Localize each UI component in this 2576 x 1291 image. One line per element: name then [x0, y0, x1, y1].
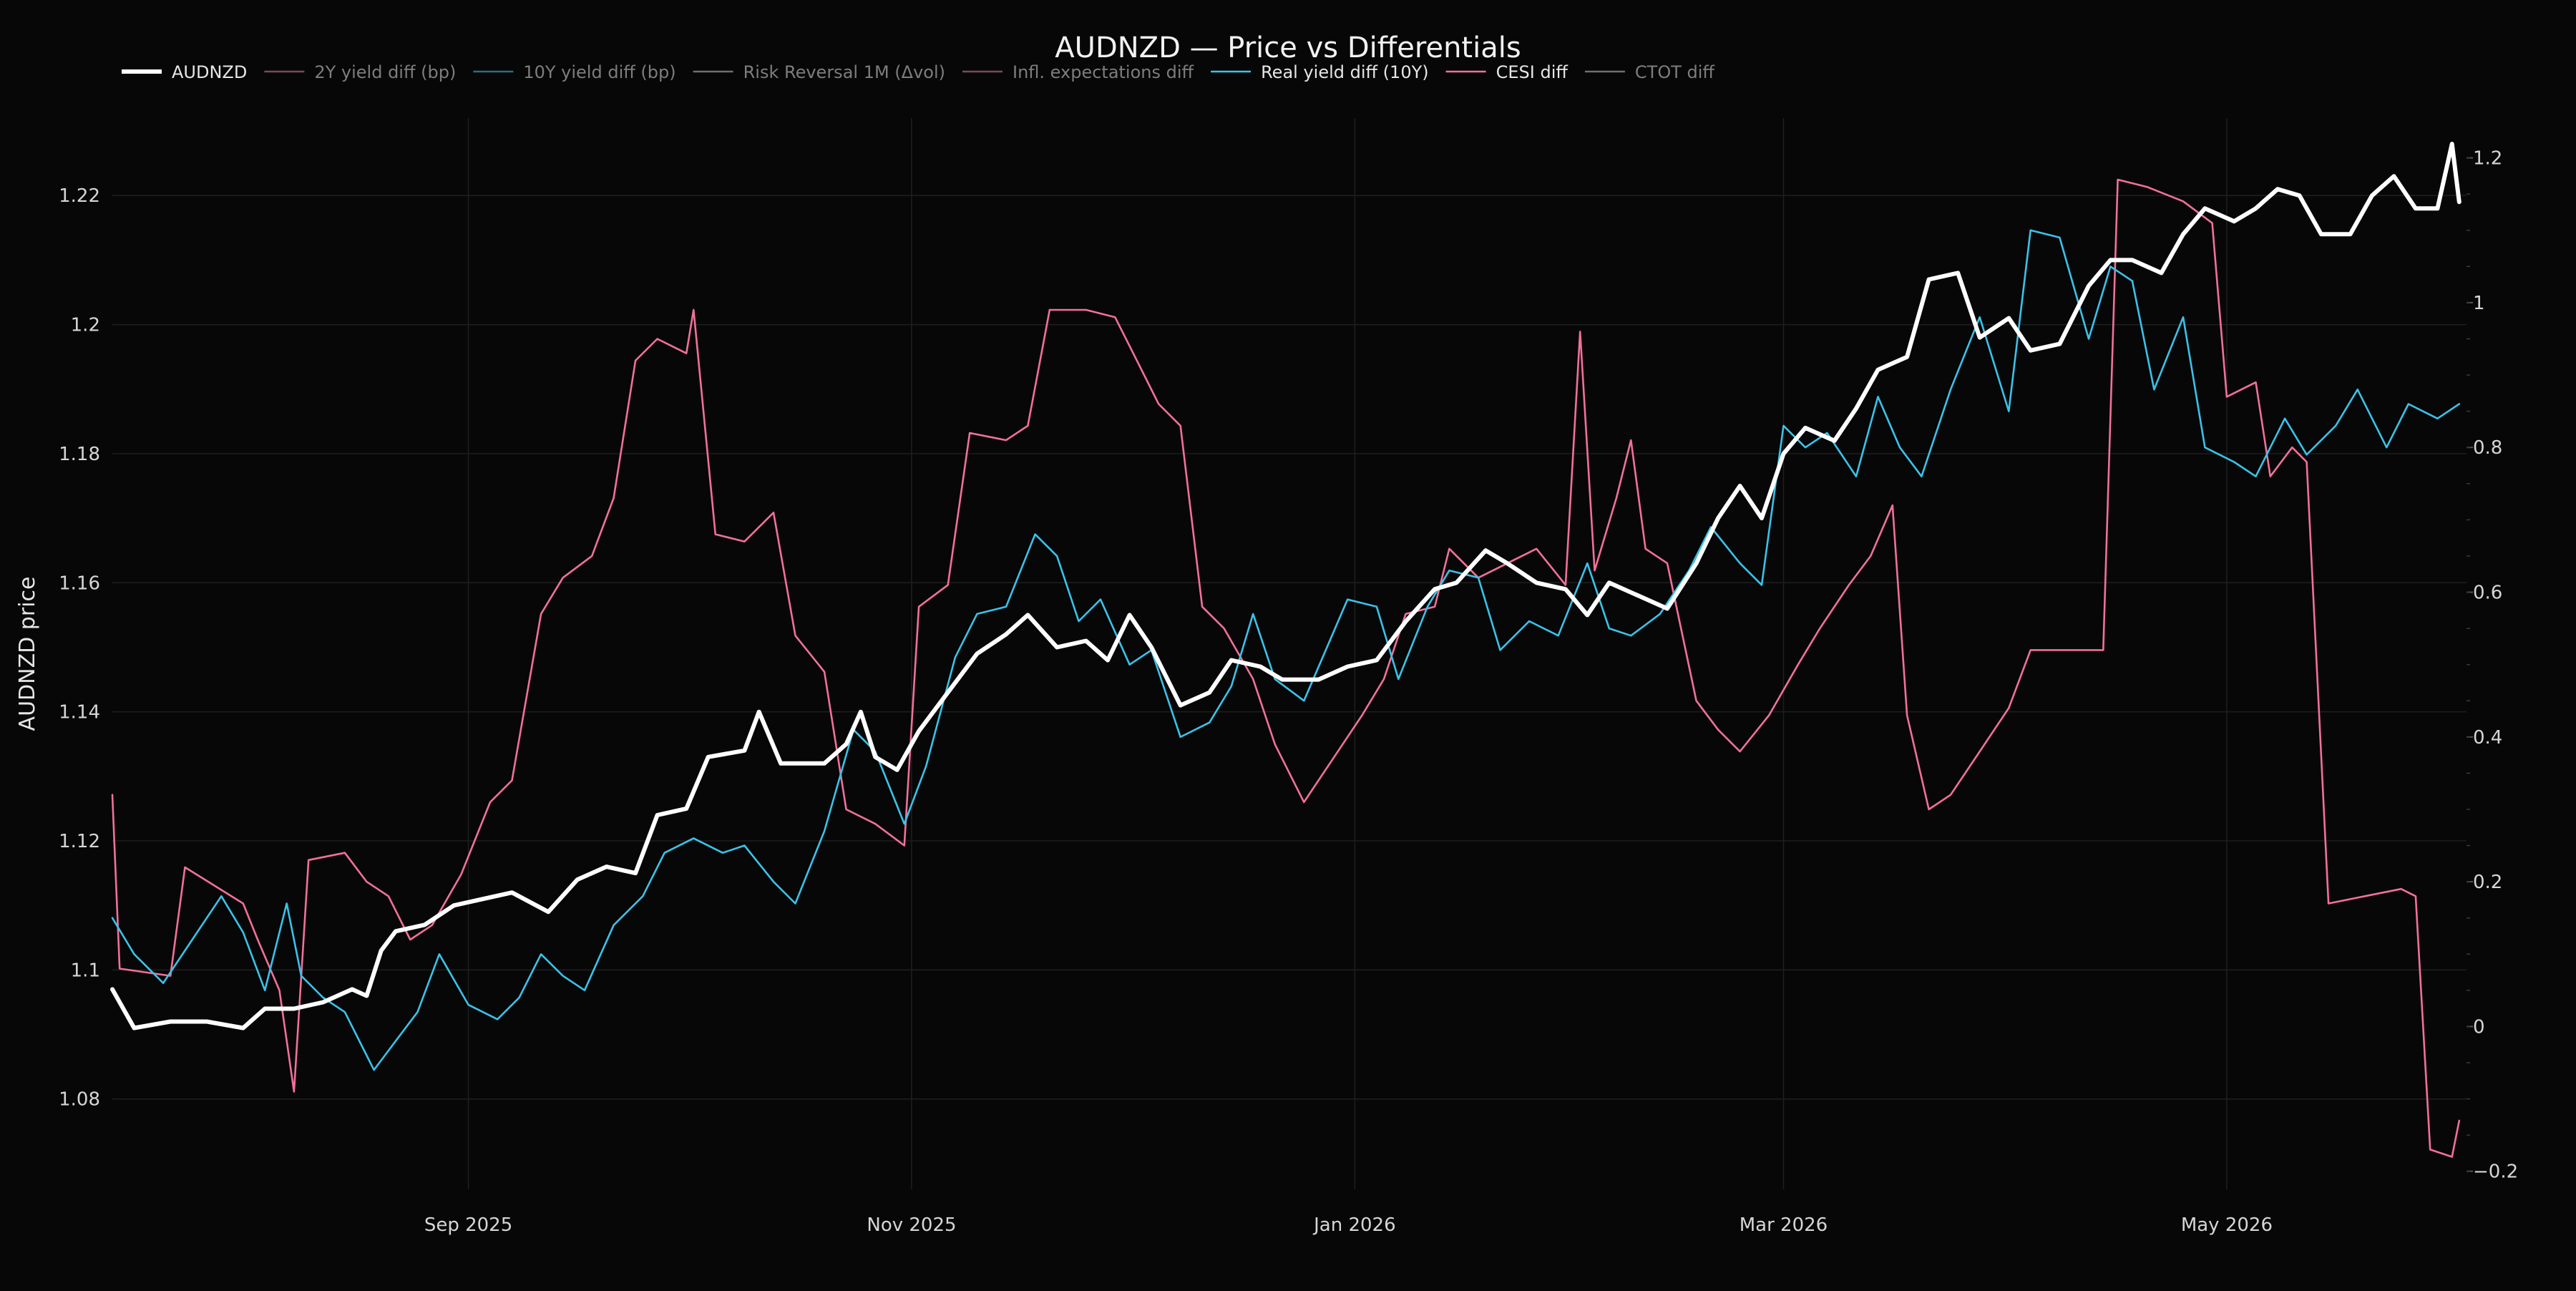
legend-label: Real yield diff (10Y) — [1261, 62, 1429, 82]
legend-label: 2Y yield diff (bp) — [314, 62, 456, 82]
y-tick-label-left: 1.2 — [71, 315, 100, 336]
legend-item-2y-yield-diff-bp[interactable]: 2Y yield diff (bp) — [264, 62, 456, 82]
y-tick-label-right: 0.2 — [2473, 872, 2502, 893]
y-tick-label-right: 0.6 — [2473, 583, 2502, 604]
legend-label: Risk Reversal 1M (Δvol) — [743, 62, 945, 82]
chart-title: AUDNZD — Price vs Differentials — [1055, 31, 1521, 64]
chart-legend[interactable]: AUDNZD 2Y yield diff (bp) 10Y yield diff (… — [122, 62, 1714, 82]
series-layer — [110, 142, 2462, 1158]
y-tick-label-left: 1.12 — [59, 831, 100, 852]
y-tick-label-left: 1.08 — [59, 1089, 100, 1111]
grid-lines — [112, 118, 2467, 1189]
y-axis-label: AUDNZD price — [15, 577, 40, 731]
y-tick-label-left: 1.14 — [59, 702, 100, 724]
legend-label: Infl. expectations diff — [1013, 62, 1194, 82]
y-tick-label-left: 1.18 — [59, 444, 100, 465]
legend-label: CTOT diff — [1635, 62, 1715, 82]
y-tick-label-right: 0 — [2473, 1016, 2485, 1038]
legend-item-ctot-diff[interactable]: CTOT diff — [1584, 62, 1715, 82]
y-tick-label-right: 1.2 — [2473, 148, 2502, 170]
axes: 1.08 1.1 1.12 1.14 1.16 1.18 1.2 1.22 −0.2 0 0.2 0.… — [15, 148, 2518, 1236]
x-tick-label: May 2026 — [2181, 1214, 2273, 1236]
legend-item-risk-reversal-1m-vol[interactable]: Risk Reversal 1M (Δvol) — [693, 62, 945, 82]
legend-item-audnzd[interactable]: AUDNZD — [122, 62, 247, 82]
series-line-cesi-diff — [111, 178, 2461, 1158]
series-line-audnzd — [110, 142, 2462, 1031]
y-tick-label-left: 1.22 — [59, 185, 100, 207]
legend-item-infl-expectations-diff[interactable]: Infl. expectations diff — [962, 62, 1194, 82]
legend-item-cesi-diff[interactable]: CESI diff — [1445, 62, 1568, 82]
series-line-real-yield-diff-10y — [111, 229, 2461, 1071]
legend-label: AUDNZD — [172, 62, 247, 82]
legend-label: CESI diff — [1496, 62, 1568, 82]
x-tick-label: Sep 2025 — [424, 1214, 512, 1236]
y-tick-label-left: 1.1 — [71, 960, 100, 981]
y-tick-label-left: 1.16 — [59, 573, 100, 594]
y-tick-label-right: 0.4 — [2473, 727, 2502, 749]
legend-label: 10Y yield diff (bp) — [523, 62, 675, 82]
x-tick-label: Mar 2026 — [1740, 1214, 1828, 1236]
y-tick-label-right: 1 — [2473, 293, 2485, 314]
legend-item-10y-yield-diff-bp[interactable]: 10Y yield diff (bp) — [473, 62, 676, 82]
x-tick-label: Jan 2026 — [1312, 1214, 1396, 1236]
legend-item-real-yield-diff-10y[interactable]: Real yield diff (10Y) — [1211, 62, 1429, 82]
y-tick-label-right: 0.8 — [2473, 437, 2502, 459]
y-tick-label-right: −0.2 — [2473, 1161, 2518, 1183]
x-tick-label: Nov 2025 — [867, 1214, 956, 1236]
